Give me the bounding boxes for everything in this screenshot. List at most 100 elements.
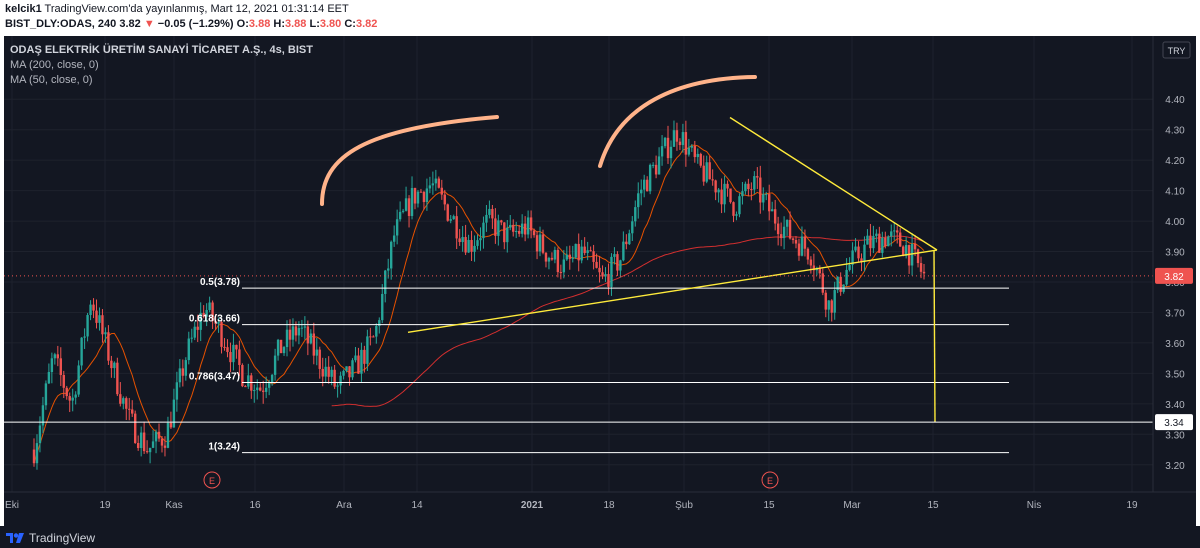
fibonacci-levels: 0.5(3.78) 0.618(3.66) 0.786(3.47) 1(3.24): [189, 277, 1009, 454]
candle-body: [220, 322, 223, 347]
fib-level-label: 0.618(3.66): [189, 314, 240, 325]
candle-body: [732, 202, 735, 216]
time-tick-label: Ara: [336, 500, 352, 511]
candle-body: [681, 132, 685, 146]
tradingview-logo[interactable]: TradingView: [6, 531, 95, 545]
price-tick-label: 3.50: [1165, 369, 1185, 380]
candle-body: [291, 326, 295, 340]
candle-body: [708, 162, 711, 180]
candle-body: [294, 326, 298, 336]
candle-body: [113, 362, 116, 369]
legend-ma50: MA (50, close, 0): [10, 74, 93, 86]
candle-body: [845, 269, 848, 285]
candle-body: [580, 246, 583, 261]
candle-body: [160, 438, 164, 446]
candle-body: [369, 336, 372, 338]
candle-body: [762, 194, 765, 203]
candle-body: [446, 204, 449, 221]
candle-body: [128, 408, 131, 410]
price-tick-label: 3.20: [1165, 461, 1185, 472]
candle-body: [208, 302, 211, 311]
candle-body: [571, 257, 574, 259]
candle-body: [836, 276, 839, 291]
candle-body: [187, 338, 190, 361]
current-price: 3.82: [119, 18, 141, 30]
candle-body: [839, 276, 842, 292]
snapshot-header: kelcik1 TradingView.com'da yayınlanmış, …: [0, 0, 1200, 36]
candle-body: [720, 189, 723, 205]
candle-body: [431, 183, 435, 186]
candles: [32, 120, 926, 470]
candle-body: [595, 261, 598, 268]
ma200-path: [331, 235, 925, 407]
candle-body: [634, 207, 637, 222]
candle-body: [53, 354, 57, 359]
candle-body: [491, 208, 494, 219]
candle-body: [625, 241, 628, 245]
candle-body: [306, 326, 310, 344]
candle-body: [705, 162, 708, 182]
candle-body: [631, 221, 634, 234]
publisher-name: kelcik1: [5, 3, 42, 15]
candle-body: [35, 443, 39, 464]
candle-body: [913, 243, 917, 250]
time-tick-label: 15: [763, 500, 775, 511]
candle-body: [717, 189, 720, 193]
candle-body: [866, 235, 869, 245]
time-tick-label: Nis: [1027, 500, 1041, 511]
candle-body: [119, 394, 122, 404]
candle-body: [726, 183, 729, 189]
candle-body: [532, 230, 536, 236]
candle-body: [154, 431, 158, 442]
candle-body: [660, 146, 664, 157]
candle-body: [619, 260, 622, 271]
candle-body: [910, 243, 914, 266]
currency-label: TRY: [1168, 46, 1186, 56]
candle-body: [363, 349, 366, 364]
candle-body: [556, 249, 560, 273]
symbol: BIST_DLY:ODAS, 240: [5, 18, 117, 30]
target-line: [933, 250, 936, 423]
candle-body: [261, 390, 265, 392]
candle-body: [107, 332, 110, 361]
candle-body: [645, 179, 649, 192]
candle-body: [259, 387, 262, 391]
candle-body: [589, 250, 592, 252]
candle-body: [169, 422, 173, 428]
candle-body: [193, 326, 196, 338]
candle-body: [640, 189, 643, 194]
candle-body: [672, 130, 676, 147]
candle-body: [788, 219, 792, 239]
candle-body: [217, 322, 220, 324]
price-tick-label: 3.60: [1165, 339, 1185, 350]
candle-body: [616, 254, 619, 271]
candle-body: [881, 237, 884, 253]
price-tick-label: 4.10: [1165, 187, 1185, 198]
candle-body: [485, 214, 488, 223]
candle-body: [166, 422, 170, 448]
earnings-event-label: E: [209, 476, 215, 486]
candle-body: [300, 327, 304, 329]
candle-body: [547, 257, 551, 262]
candle-body: [318, 349, 321, 369]
fib-level-label: 0.5(3.78): [200, 277, 240, 288]
currency-badge[interactable]: TRY: [1162, 41, 1191, 59]
candle-body: [92, 304, 95, 311]
price-tick-label: 4.30: [1165, 126, 1185, 137]
time-axis[interactable]: Eki 19 Kas 16 Ara 14 2021 18 Şub 15 Mar 15 Nis 19: [4, 491, 1196, 511]
candle-body: [378, 320, 381, 326]
candle-body: [452, 216, 455, 220]
footer: TradingView: [0, 526, 1200, 548]
candle-body: [264, 387, 268, 392]
candle-body: [80, 337, 83, 366]
candle-body: [541, 234, 545, 253]
price-axis[interactable]: 4.404.304.204.104.003.903.803.703.603.50…: [1152, 36, 1196, 526]
candle-body: [610, 256, 613, 287]
candle-body: [598, 267, 601, 273]
candle-body: [482, 222, 485, 239]
candle-body: [428, 185, 432, 189]
candle-body: [741, 191, 744, 197]
candle-body: [479, 238, 482, 241]
